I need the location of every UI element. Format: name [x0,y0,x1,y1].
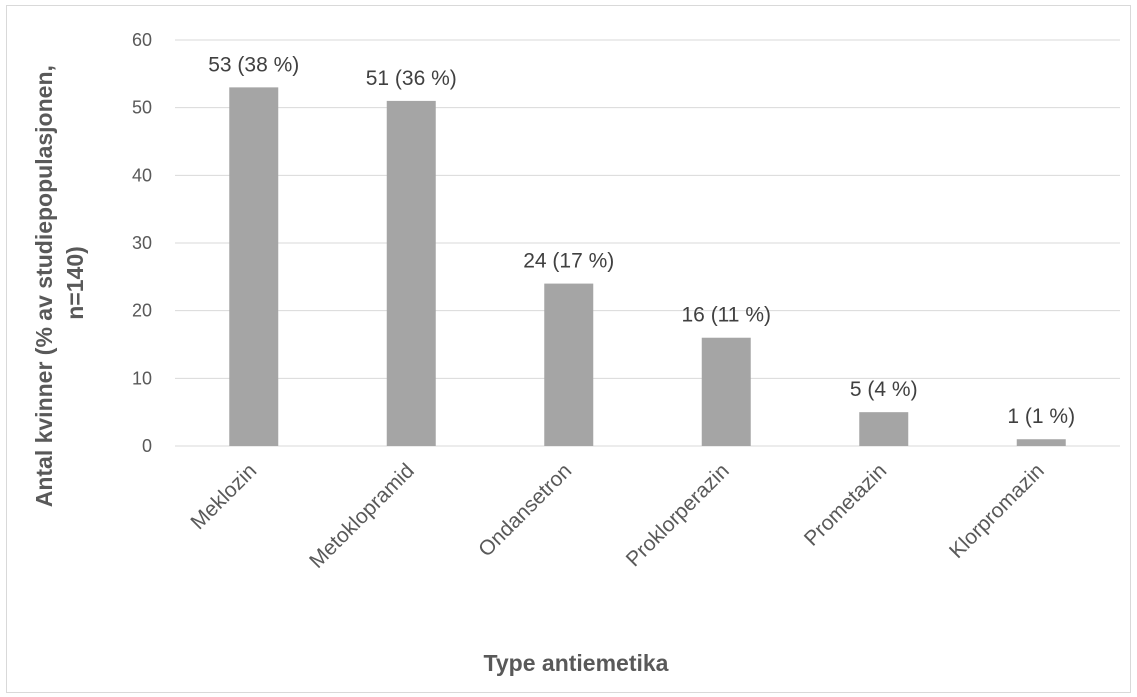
data-label-meklozin: 53 (38 %) [208,53,299,76]
y-tick-label: 10 [132,368,152,388]
data-label-proklorperazin: 16 (11 %) [682,304,772,327]
data-label-metoklopramid: 51 (36 %) [366,67,457,90]
data-label-prometazin: 5 (4 %) [850,378,918,401]
data-labels: 53 (38 %) 51 (36 %) 24 (17 %) 16 (11 %) 5 (4… [208,53,1075,428]
gridlines [175,39,1120,447]
bar-proklorperazin [701,337,751,446]
y-tick-label: 0 [142,436,152,456]
bar-klorpromazin [1016,439,1066,446]
bar-metoklopramid [386,100,436,447]
x-tick-label-prometazin: Prometazin [800,459,891,550]
y-tick-label: 40 [132,165,152,185]
y-tick-label: 30 [132,233,152,253]
data-label-ondansetron: 24 (17 %) [523,250,614,273]
bar-prometazin [859,412,909,446]
x-tick-label-proklorperazin: Proklorperazin [622,459,734,571]
data-label-klorpromazin: 1 (1 %) [1007,405,1075,428]
y-tick-label: 60 [132,30,152,50]
x-tick-label-metoklopramid: Metoklopramid [305,459,419,573]
y-axis-ticks: 0 10 20 30 40 50 60 [132,30,152,456]
bar-meklozin [229,87,279,446]
x-tick-label-ondansetron: Ondansetron [474,459,576,561]
bars [229,87,1066,447]
y-axis-title-line-1: Antal kvinner (% av studiepopulasjonen, [31,65,57,507]
y-axis-title-line-2: n=140) [62,246,88,320]
y-tick-label: 50 [132,98,152,118]
x-axis-ticks: Meklozin Metoklopramid Ondansetron Proklorp… [186,459,1048,573]
x-tick-label-klorpromazin: Klorpromazin [945,459,1049,563]
y-axis-title: Antal kvinner (% av studiepopulasjonen, … [31,59,88,508]
x-axis-title: Type antiemetika [484,650,669,676]
y-tick-label: 20 [132,301,152,321]
bar-ondansetron [544,283,594,446]
x-tick-label-meklozin: Meklozin [186,459,261,534]
